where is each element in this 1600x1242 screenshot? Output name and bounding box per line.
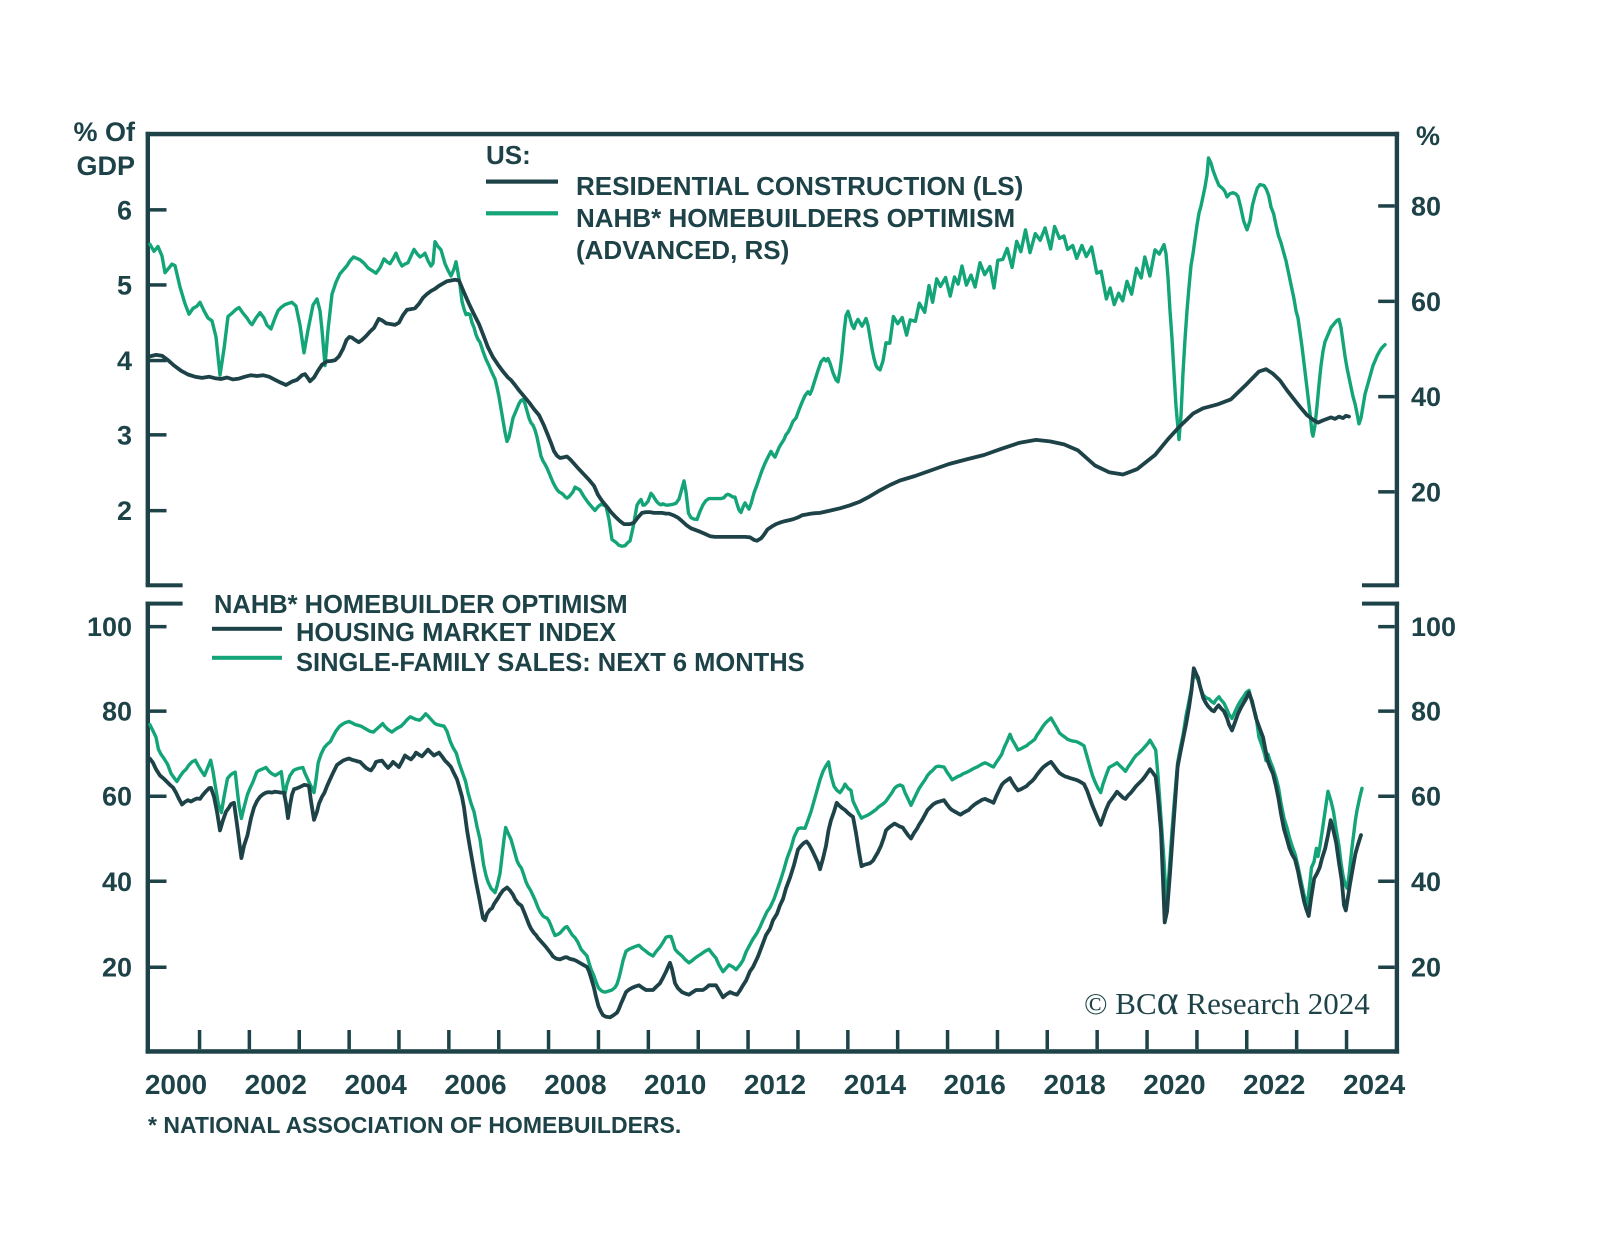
svg-text:2014: 2014 — [844, 1069, 907, 1100]
svg-text:%: % — [1416, 121, 1440, 151]
svg-text:60: 60 — [102, 782, 132, 812]
svg-text:2004: 2004 — [345, 1069, 408, 1100]
svg-text:40: 40 — [1411, 867, 1441, 897]
svg-text:20: 20 — [1411, 953, 1441, 983]
svg-text:2016: 2016 — [944, 1069, 1006, 1100]
svg-text:GDP: GDP — [76, 151, 135, 181]
svg-text:NAHB* HOMEBUILDERS OPTIMISM: NAHB* HOMEBUILDERS OPTIMISM — [576, 203, 1015, 233]
svg-text:40: 40 — [102, 867, 132, 897]
svg-text:2000: 2000 — [145, 1069, 207, 1100]
svg-text:100: 100 — [87, 612, 132, 642]
svg-text:2008: 2008 — [544, 1069, 606, 1100]
svg-text:80: 80 — [1411, 697, 1441, 727]
svg-text:2002: 2002 — [245, 1069, 307, 1100]
svg-text:6: 6 — [117, 195, 132, 225]
svg-text:NAHB* HOMEBUILDER OPTIMISM: NAHB* HOMEBUILDER OPTIMISM — [214, 591, 628, 619]
svg-text:2018: 2018 — [1043, 1069, 1105, 1100]
svg-text:RESIDENTIAL CONSTRUCTION (LS): RESIDENTIAL CONSTRUCTION (LS) — [576, 171, 1023, 201]
svg-text:HOUSING MARKET INDEX: HOUSING MARKET INDEX — [296, 619, 616, 647]
svg-text:60: 60 — [1411, 782, 1441, 812]
svg-text:* NATIONAL ASSOCIATION OF HOME: * NATIONAL ASSOCIATION OF HOMEBUILDERS. — [148, 1112, 681, 1138]
svg-text:% Of: % Of — [73, 117, 136, 147]
svg-text:2010: 2010 — [644, 1069, 706, 1100]
svg-text:US:: US: — [486, 140, 531, 170]
svg-text:2024: 2024 — [1343, 1069, 1406, 1100]
svg-text:20: 20 — [1411, 477, 1441, 507]
svg-text:4: 4 — [117, 346, 132, 376]
svg-text:80: 80 — [102, 697, 132, 727]
svg-text:3: 3 — [117, 420, 132, 450]
svg-text:SINGLE-FAMILY SALES: NEXT 6 MO: SINGLE-FAMILY SALES: NEXT 6 MONTHS — [296, 649, 805, 677]
svg-text:100: 100 — [1411, 612, 1456, 642]
svg-text:© BCα Research 2024: © BCα Research 2024 — [1084, 978, 1370, 1024]
svg-text:2006: 2006 — [444, 1069, 506, 1100]
svg-text:20: 20 — [102, 953, 132, 983]
svg-text:2020: 2020 — [1143, 1069, 1205, 1100]
svg-text:5: 5 — [117, 271, 132, 301]
svg-text:(ADVANCED, RS): (ADVANCED, RS) — [576, 235, 789, 265]
svg-text:2012: 2012 — [744, 1069, 806, 1100]
svg-text:60: 60 — [1411, 287, 1441, 317]
svg-text:40: 40 — [1411, 382, 1441, 412]
svg-text:2: 2 — [117, 496, 132, 526]
svg-text:80: 80 — [1411, 192, 1441, 222]
svg-text:2022: 2022 — [1243, 1069, 1305, 1100]
